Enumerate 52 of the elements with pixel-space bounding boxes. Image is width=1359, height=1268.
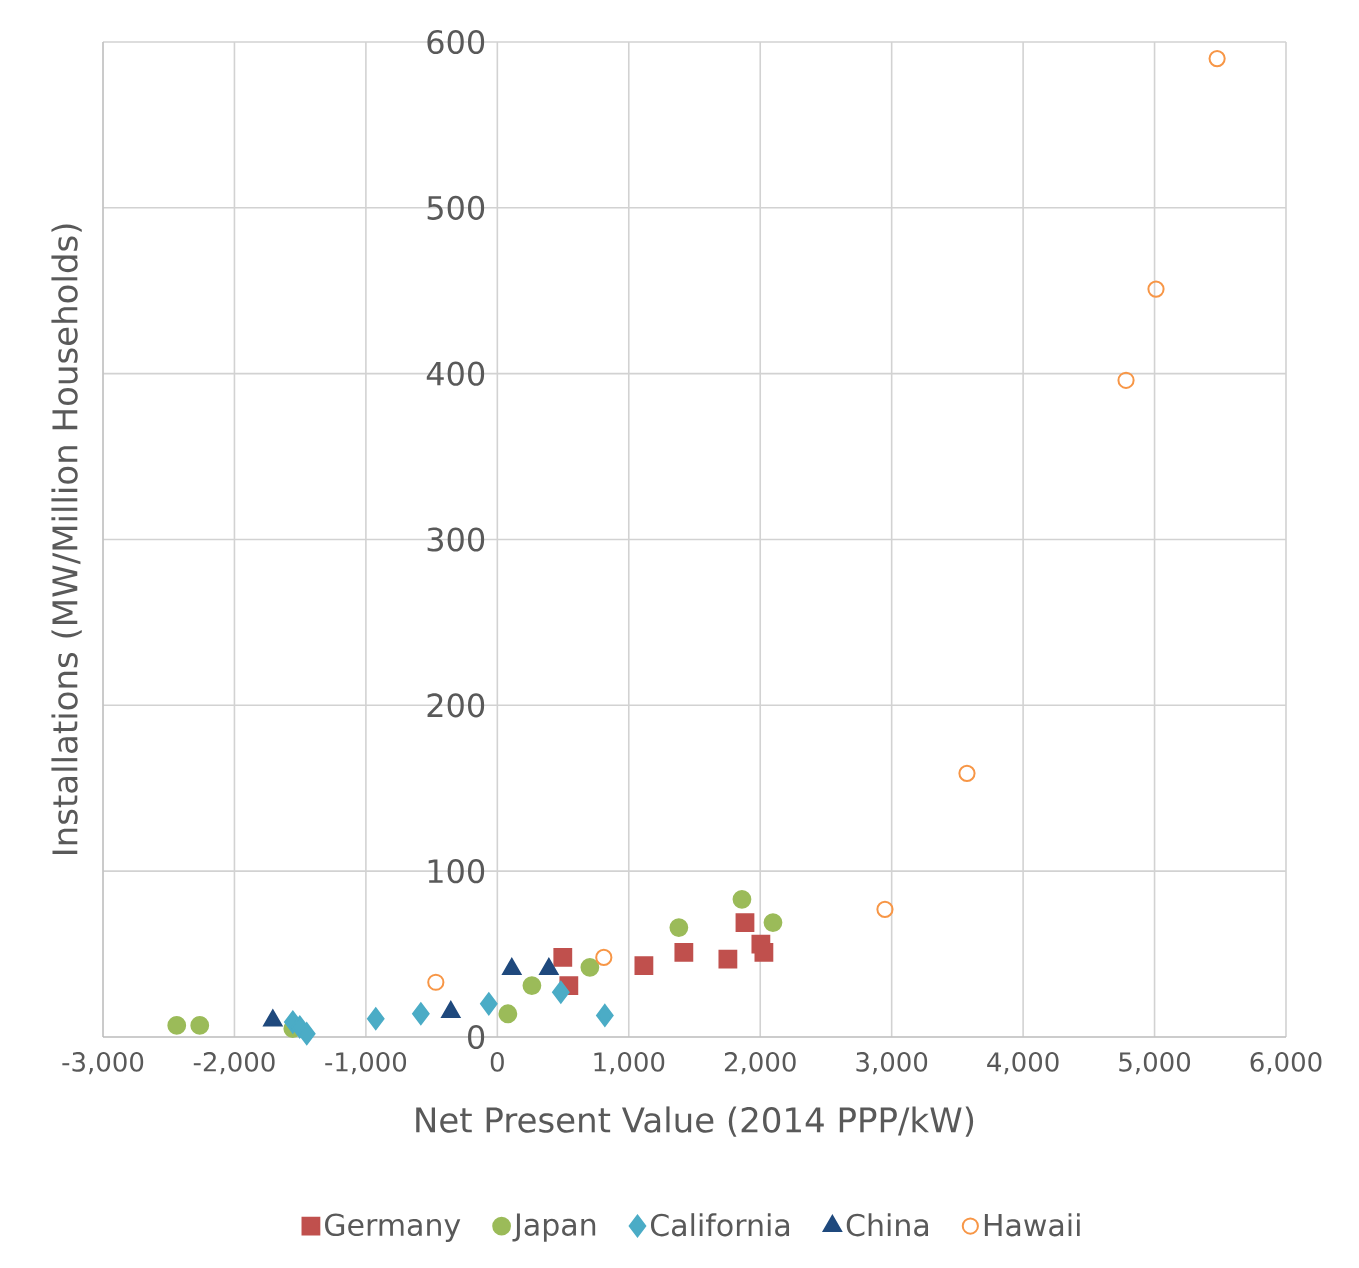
- point: [634, 956, 654, 976]
- y-axis-title: Installations (MW/Million Households): [51, 224, 82, 855]
- point: [718, 949, 738, 969]
- point: [297, 1022, 316, 1046]
- point: [735, 913, 755, 932]
- point: [1117, 371, 1135, 389]
- point: [763, 913, 783, 932]
- point: [441, 1001, 461, 1019]
- y-tick-label: 400: [426, 361, 485, 386]
- x-tick-label: 3,000: [856, 1052, 928, 1075]
- x-tick-label: 1,000: [594, 1052, 665, 1075]
- x-tick-label: -1,000: [325, 1052, 407, 1075]
- x-tick-label: 2,000: [724, 1052, 796, 1075]
- x-tick-label: 6,000: [1250, 1052, 1322, 1075]
- y-tick-label: 0: [468, 1024, 485, 1050]
- y-tick-label: 600: [427, 29, 485, 55]
- point: [595, 948, 613, 966]
- point: [732, 889, 752, 909]
- point: [552, 980, 570, 1004]
- x-tick-label: -3,000: [62, 1052, 144, 1075]
- point: [669, 918, 689, 937]
- point: [580, 957, 600, 977]
- point: [553, 947, 573, 967]
- y-tick-label: 200: [427, 693, 485, 718]
- x-tick-label: -2,000: [193, 1052, 275, 1075]
- legend-label: Hawaii: [984, 1213, 1080, 1237]
- y-tick-label: 100: [428, 859, 485, 884]
- legend-label: California: [650, 1213, 790, 1237]
- point: [480, 992, 498, 1016]
- point: [366, 1007, 385, 1031]
- x-tick-label: 4,000: [987, 1052, 1059, 1075]
- point: [1147, 280, 1165, 298]
- point: [412, 1002, 430, 1026]
- y-tick-label: 500: [427, 195, 485, 220]
- point: [1208, 49, 1226, 68]
- point: [190, 1015, 210, 1035]
- y-tick-label: 300: [427, 527, 485, 552]
- point: [498, 1004, 518, 1024]
- point: [596, 1004, 614, 1027]
- legend-label: Germany: [325, 1213, 461, 1242]
- legend-label: Japan: [512, 1213, 596, 1242]
- point: [167, 1015, 187, 1035]
- x-tick-label: 0: [490, 1052, 504, 1072]
- point: [876, 900, 894, 918]
- x-axis-title: Net Present Value (2014 PPP/kW): [416, 1106, 974, 1137]
- point: [674, 943, 694, 962]
- point: [754, 943, 774, 962]
- legend-label: China: [846, 1213, 929, 1237]
- x-tick-label: 5,000: [1119, 1052, 1191, 1075]
- point: [427, 973, 445, 991]
- point: [958, 764, 976, 782]
- point: [522, 976, 542, 995]
